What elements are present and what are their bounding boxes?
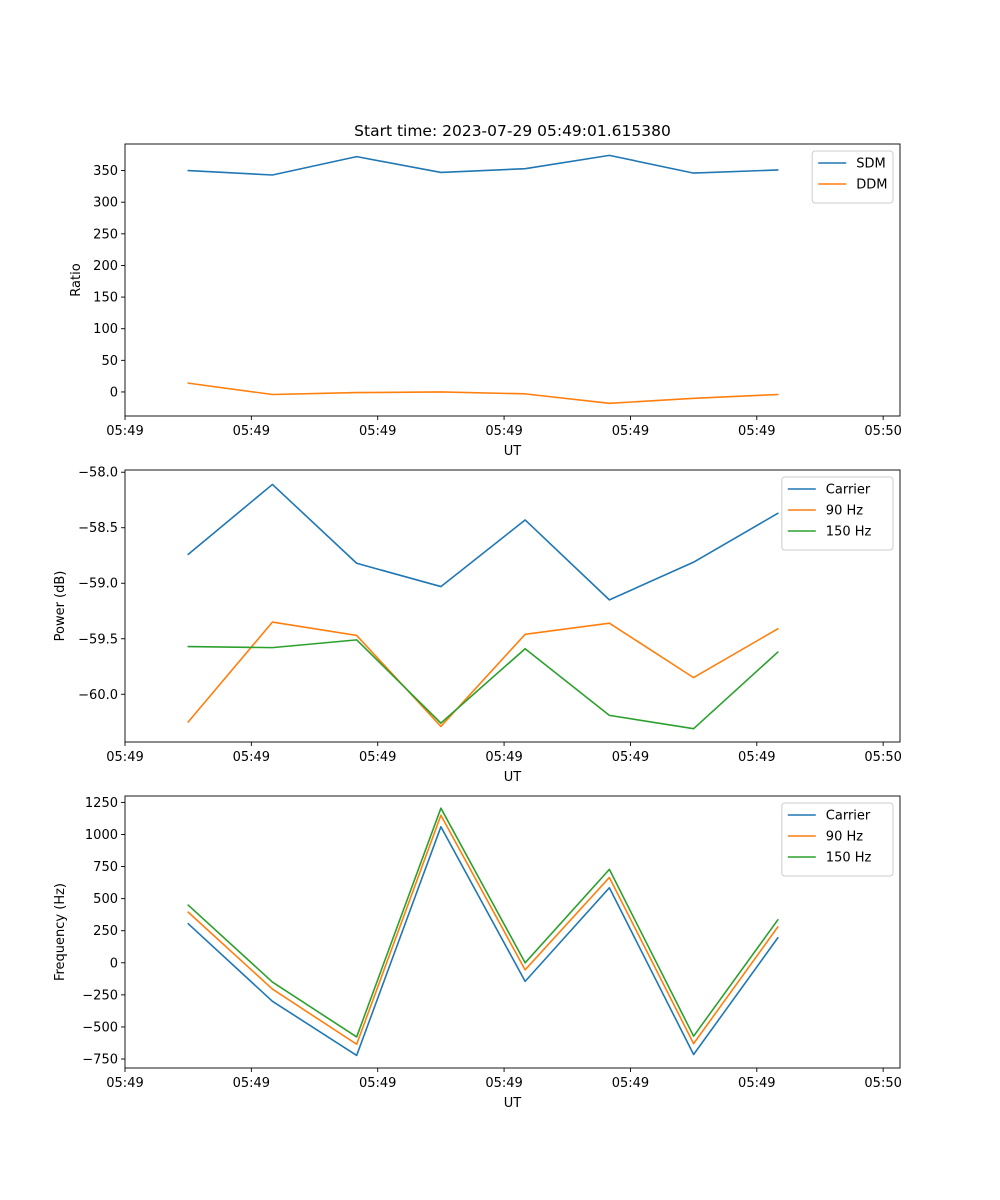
axes-frame — [124, 795, 901, 1069]
y-tick-label: 250 — [93, 924, 118, 939]
legend-label: SDM — [856, 157, 885, 172]
y-tick-label: −250 — [82, 988, 118, 1003]
legend-box — [811, 150, 894, 204]
x-tick-label: 05:49 — [359, 1076, 396, 1091]
legend-label: 150 Hz — [826, 851, 872, 866]
y-tick-label: −58.0 — [78, 466, 118, 481]
y-tick-label: 300 — [93, 196, 118, 211]
legend-label: 150 Hz — [826, 525, 872, 540]
x-axis-label: UT — [504, 770, 522, 785]
y-tick-label: 0 — [110, 385, 118, 400]
y-axis-label: Frequency (Hz) — [53, 883, 68, 981]
x-tick-label: 05:49 — [233, 750, 270, 765]
y-tick-label: −59.5 — [78, 632, 118, 647]
y-tick-label: −500 — [82, 1020, 118, 1035]
y-tick-label: −60.0 — [78, 688, 118, 703]
y-tick-label: 750 — [93, 860, 118, 875]
y-axis-label: Power (dB) — [53, 571, 68, 642]
x-tick-label: 05:49 — [233, 1076, 270, 1091]
legend-label: DDM — [856, 178, 887, 193]
x-tick-label: 05:49 — [612, 750, 649, 765]
x-tick-label: 05:49 — [106, 1076, 143, 1091]
x-tick-label: 05:49 — [359, 750, 396, 765]
series-line-sdm — [187, 154, 779, 176]
x-tick-label: 05:50 — [864, 1076, 901, 1091]
y-axis-label: Ratio — [69, 263, 84, 296]
series-line-ddm — [187, 382, 779, 405]
chart-panel-1: Start time: 2023-07-29 05:49:01.61538005… — [69, 122, 902, 459]
y-tick-label: 1000 — [85, 828, 118, 843]
series-line-90-hz — [187, 621, 779, 728]
legend-label: Carrier — [826, 483, 871, 498]
chart-title: Start time: 2023-07-29 05:49:01.615380 — [354, 122, 671, 140]
chart-panel-2: 05:49 05:49 05:49 05:49 05:49 05:49 05:50 −60.0… — [53, 466, 902, 785]
legend: Carrier 90 Hz 150 Hz — [781, 802, 894, 877]
x-tick-label: 05:49 — [738, 1076, 775, 1091]
x-tick-label: 05:50 — [864, 750, 901, 765]
x-tick-label: 05:49 — [612, 424, 649, 439]
y-tick-label: 150 — [93, 291, 118, 306]
x-axis-label: UT — [504, 444, 522, 459]
x-tick-label: 05:49 — [359, 424, 396, 439]
legend: SDM DDM — [811, 150, 894, 204]
y-tick-label: −750 — [82, 1053, 118, 1068]
x-tick-label: 05:49 — [738, 750, 775, 765]
axes-frame — [124, 143, 901, 417]
legend-label: 90 Hz — [826, 830, 863, 845]
x-axis-label: UT — [504, 1096, 522, 1111]
x-tick-label: 05:50 — [864, 424, 901, 439]
y-tick-label: 1250 — [85, 796, 118, 811]
series-line-90-hz — [187, 814, 779, 1046]
series-line-150-hz — [187, 807, 779, 1038]
y-tick-label: 250 — [93, 227, 118, 242]
x-tick-label: 05:49 — [106, 424, 143, 439]
y-tick-label: 100 — [93, 322, 118, 337]
y-tick-label: 50 — [101, 354, 118, 369]
axes-frame — [124, 469, 901, 743]
legend-label: 90 Hz — [826, 504, 863, 519]
y-tick-label: 500 — [93, 892, 118, 907]
y-tick-label: 0 — [110, 956, 118, 971]
x-tick-label: 05:49 — [485, 1076, 522, 1091]
y-tick-label: −59.0 — [78, 577, 118, 592]
x-tick-label: 05:49 — [233, 424, 270, 439]
x-tick-label: 05:49 — [485, 750, 522, 765]
x-tick-label: 05:49 — [485, 424, 522, 439]
chart-panel-3: 05:49 05:49 05:49 05:49 05:49 05:49 05:50 −750 −… — [53, 795, 902, 1111]
series-line-carrier — [187, 825, 779, 1057]
x-tick-label: 05:49 — [106, 750, 143, 765]
x-tick-label: 05:49 — [612, 1076, 649, 1091]
y-tick-label: 200 — [93, 259, 118, 274]
charts: Start time: 2023-07-29 05:49:01.61538005… — [53, 122, 902, 1111]
y-tick-label: −58.5 — [78, 521, 118, 536]
y-tick-label: 350 — [93, 164, 118, 179]
series-line-150-hz — [187, 639, 779, 730]
legend-label: Carrier — [826, 809, 871, 824]
x-tick-label: 05:49 — [738, 424, 775, 439]
legend: Carrier 90 Hz 150 Hz — [781, 476, 894, 551]
series-line-carrier — [187, 483, 779, 601]
